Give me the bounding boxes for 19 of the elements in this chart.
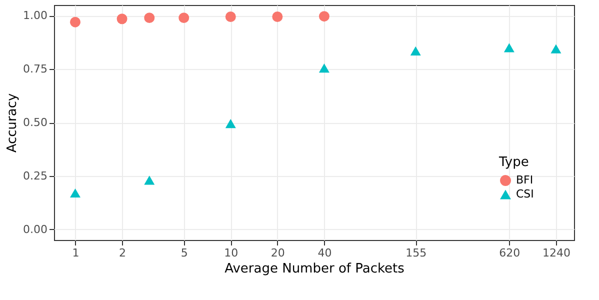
y-tick-label: 0.75 [23,62,48,76]
x-tick-label: 1240 [542,246,570,260]
x-tick-label: 2 [119,246,126,260]
x-tick-label: 20 [270,246,285,260]
y-tick-label: 0.25 [23,169,48,182]
legend-label: CSI [516,188,534,200]
x-tick-label: 155 [406,246,427,260]
x-axis-title: Average Number of Packets [224,262,405,276]
x-tick-label: 620 [499,246,520,260]
x-tick-label: 1 [72,246,80,260]
y-tick-label: 1.00 [23,9,48,22]
y-tick-label: 0.00 [23,222,48,236]
legend-title: Type [498,155,529,170]
y-tick-label: 0.50 [23,116,48,129]
legend-label: BFI [516,174,534,186]
x-tick-label: 10 [224,246,238,260]
x-tick-label: 5 [180,246,188,260]
x-tick-label: 40 [318,246,332,260]
y-axis-title: Accuracy [5,93,20,153]
